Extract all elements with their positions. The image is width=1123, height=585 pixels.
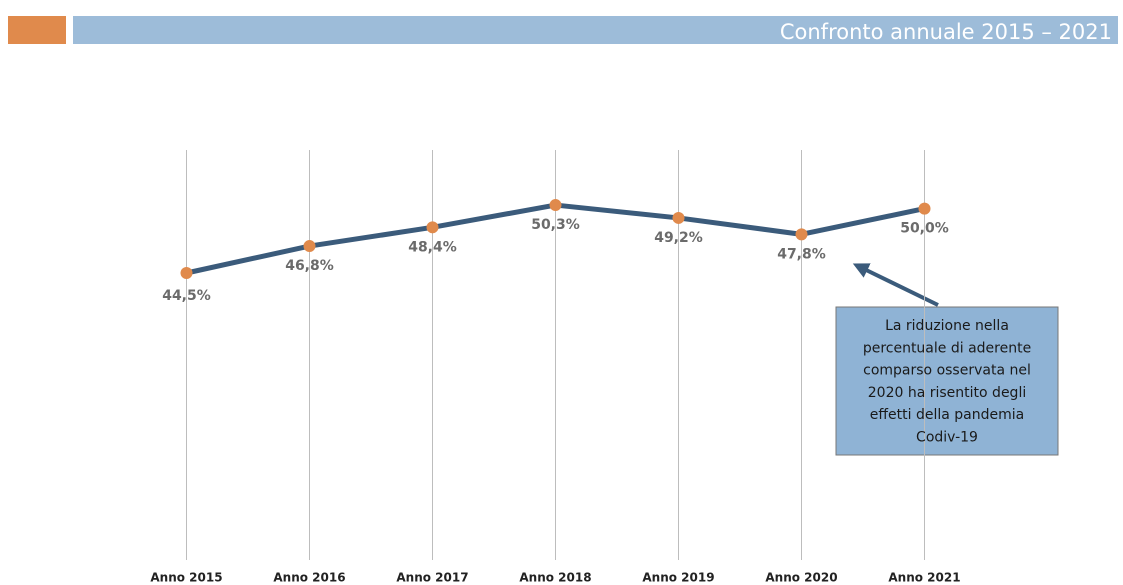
header-bar: [73, 16, 1118, 44]
data-point: [918, 202, 931, 215]
chart-title: Confronto annuale 2015 – 2021: [780, 20, 1112, 44]
annotation-arrow: [852, 263, 939, 307]
data-point: [180, 267, 193, 279]
annotation-text: La riduzione nella: [885, 318, 1009, 334]
data-point: [303, 240, 316, 253]
data-label: 50,0%: [900, 221, 949, 237]
x-tick-label: Anno 2019: [642, 571, 714, 585]
data-label: 48,4%: [408, 239, 457, 255]
data-label: 46,8%: [285, 258, 334, 274]
data-label: 47,8%: [777, 246, 826, 262]
annotation-text: effetti della pandemia: [870, 407, 1024, 423]
data-label: 49,2%: [654, 230, 703, 246]
annotation-text: comparso osservata nel: [863, 363, 1031, 379]
data-point: [549, 199, 562, 212]
annotation-text: Codiv-19: [916, 430, 978, 446]
x-tick-label: Anno 2015: [150, 571, 222, 585]
x-tick-label: Anno 2021: [888, 571, 960, 585]
x-tick-label: Anno 2018: [519, 571, 591, 585]
x-tick-label: Anno 2016: [273, 571, 345, 585]
data-point: [426, 221, 439, 234]
annotation-text: percentuale di aderente: [863, 340, 1031, 356]
data-label: 44,5%: [162, 288, 211, 304]
x-tick-label: Anno 2020: [765, 571, 837, 585]
data-point: [795, 228, 808, 241]
annotation-text: 2020 ha risentito degli: [868, 385, 1026, 401]
data-point: [672, 211, 685, 224]
annotation-box: [835, 306, 1059, 456]
header-accent: [8, 16, 66, 44]
data-label: 50,3%: [531, 217, 580, 233]
x-tick-label: Anno 2017: [396, 571, 468, 585]
